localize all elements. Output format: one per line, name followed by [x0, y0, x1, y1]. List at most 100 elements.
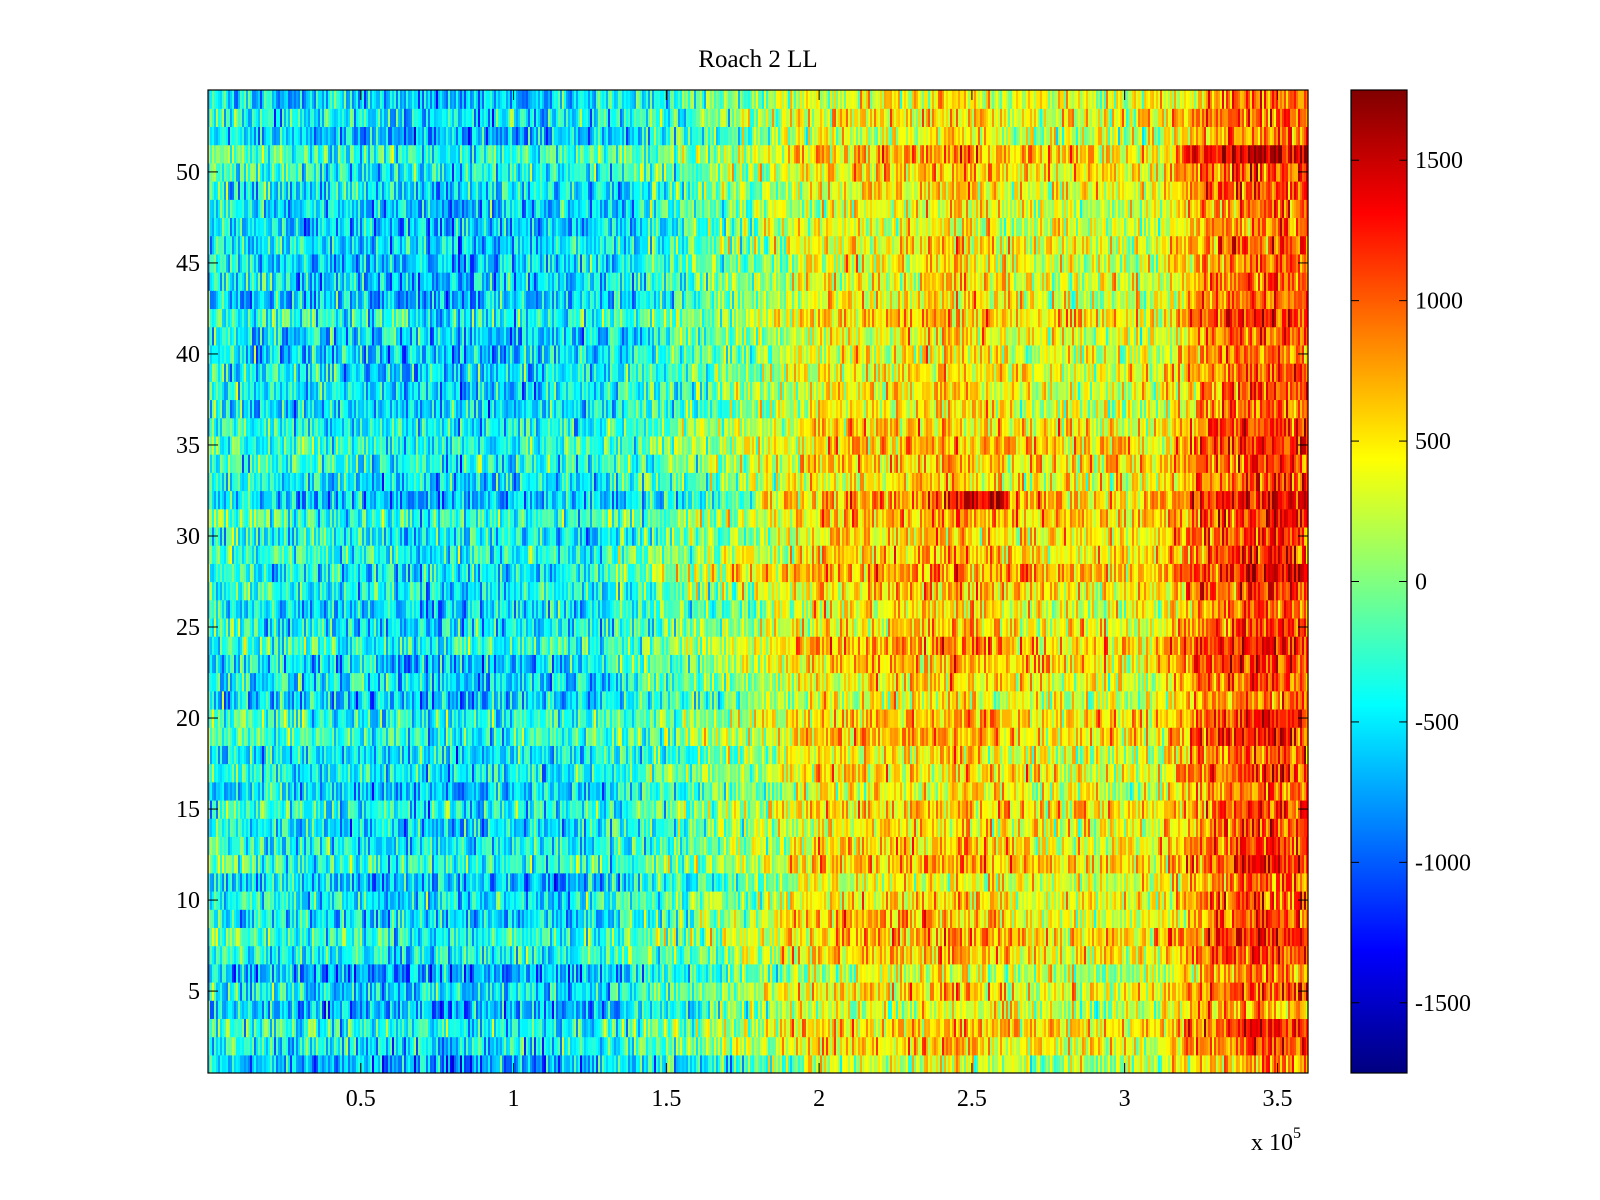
heatmap-cell	[534, 1018, 537, 1038]
heatmap-cell	[1268, 1000, 1271, 1019]
heatmap-cell	[594, 981, 597, 1001]
heatmap-cell	[968, 1000, 975, 1019]
heatmap-cell	[1128, 963, 1131, 983]
heatmap-cell	[1228, 963, 1231, 983]
heatmap-cell	[880, 909, 885, 928]
heatmap-cell	[348, 963, 351, 983]
heatmap-cell	[594, 1000, 597, 1019]
heatmap-cell	[1018, 981, 1021, 1001]
heatmap-cell	[756, 1036, 759, 1056]
heatmap-cell	[218, 981, 221, 1001]
heatmap-cell	[736, 963, 739, 983]
heatmap-cell	[1136, 1000, 1139, 1019]
heatmap-cell	[1022, 1054, 1025, 1073]
heatmap-cell	[1210, 1018, 1213, 1038]
heatmap-cell	[872, 1000, 875, 1019]
heatmap-cell	[834, 1018, 837, 1038]
heatmap-cell	[706, 981, 709, 1001]
heatmap-cell	[238, 1018, 243, 1038]
heatmap-cell	[1232, 963, 1235, 983]
heatmap-cell	[678, 1036, 681, 1056]
heatmap-cell	[672, 1018, 675, 1038]
heatmap-cell	[1070, 1000, 1073, 1019]
heatmap-cell	[364, 1036, 367, 1056]
heatmap-cell	[706, 1036, 709, 1056]
heatmap-cell	[1264, 963, 1267, 983]
heatmap-cell	[850, 1018, 853, 1038]
heatmap-cell	[490, 963, 493, 983]
heatmap-cell	[1044, 981, 1047, 1001]
heatmap-cell	[1040, 1036, 1043, 1056]
heatmap-cell	[662, 1000, 665, 1019]
heatmap-cell	[332, 981, 335, 1001]
heatmap-cell	[730, 1036, 733, 1056]
heatmap-cell	[1222, 1036, 1225, 1056]
heatmap-cell	[972, 963, 975, 983]
heatmap-cell	[574, 945, 579, 965]
heatmap-cell	[398, 945, 401, 965]
heatmap-cell	[600, 963, 603, 983]
heatmap-cell	[978, 1054, 983, 1073]
heatmap-cell	[1156, 1018, 1159, 1038]
heatmap-cell	[1010, 1000, 1013, 1019]
heatmap-cell	[220, 945, 223, 965]
heatmap-cell	[710, 1018, 713, 1038]
heatmap-cell	[1224, 1000, 1227, 1019]
heatmap-cell	[264, 1054, 267, 1073]
heatmap-cell	[888, 963, 891, 983]
heatmap-cell	[1124, 981, 1127, 1001]
heatmap-cell	[540, 1054, 543, 1073]
heatmap-cell	[1108, 1000, 1113, 1019]
heatmap-cell	[670, 981, 673, 1001]
heatmap-cell	[680, 1036, 683, 1056]
heatmap-cell	[212, 945, 215, 965]
heatmap-cell	[340, 1018, 343, 1038]
heatmap-cell	[912, 1018, 915, 1038]
heatmap-cell	[1298, 1000, 1301, 1019]
heatmap-cell	[956, 981, 959, 1001]
heatmap-cell	[616, 963, 619, 983]
heatmap-cell	[564, 963, 567, 983]
heatmap-cell	[864, 981, 867, 1001]
heatmap-cell	[992, 1000, 995, 1019]
heatmap-cell	[772, 1036, 775, 1056]
heatmap-cell	[1132, 981, 1135, 1001]
heatmap-cell	[1258, 1036, 1261, 1056]
heatmap-cell	[536, 1054, 539, 1073]
heatmap-cell	[456, 1018, 461, 1038]
heatmap-cell	[464, 963, 467, 983]
heatmap-cell	[210, 1018, 213, 1038]
heatmap-cell	[632, 1036, 635, 1056]
heatmap-cell	[382, 1036, 385, 1056]
heatmap-cell	[664, 981, 667, 1001]
heatmap-cell	[690, 1036, 693, 1056]
heatmap-cell	[1246, 1054, 1249, 1073]
heatmap-cell	[896, 1036, 899, 1056]
heatmap-cell	[994, 1036, 997, 1056]
heatmap-cell	[426, 1054, 429, 1073]
heatmap-cell	[894, 963, 897, 983]
heatmap-cell	[430, 1054, 433, 1073]
heatmap-cell	[598, 1018, 601, 1038]
heatmap-cell	[1040, 963, 1043, 983]
heatmap-cell	[1056, 1054, 1059, 1073]
heatmap-cell	[1002, 981, 1005, 1001]
heatmap-cell	[690, 981, 693, 1001]
heatmap-cell	[354, 1054, 357, 1073]
heatmap-cell	[1098, 1036, 1101, 1056]
heatmap-cell	[916, 981, 919, 1001]
heatmap-cell	[1250, 1018, 1253, 1038]
heatmap-cell	[570, 1036, 573, 1056]
heatmap-cell	[1214, 981, 1219, 1001]
heatmap-cell	[668, 963, 671, 983]
heatmap-cell	[340, 963, 343, 983]
heatmap-cell	[1034, 981, 1037, 1001]
heatmap-cell	[562, 1000, 565, 1019]
heatmap-cell	[848, 1054, 851, 1073]
heatmap-cell	[1238, 981, 1241, 1001]
heatmap-cell	[1090, 963, 1095, 983]
heatmap-cell	[988, 1036, 991, 1056]
heatmap-cell	[842, 981, 845, 1001]
heatmap-cell	[456, 1054, 459, 1073]
heatmap-cell	[1238, 1018, 1241, 1038]
